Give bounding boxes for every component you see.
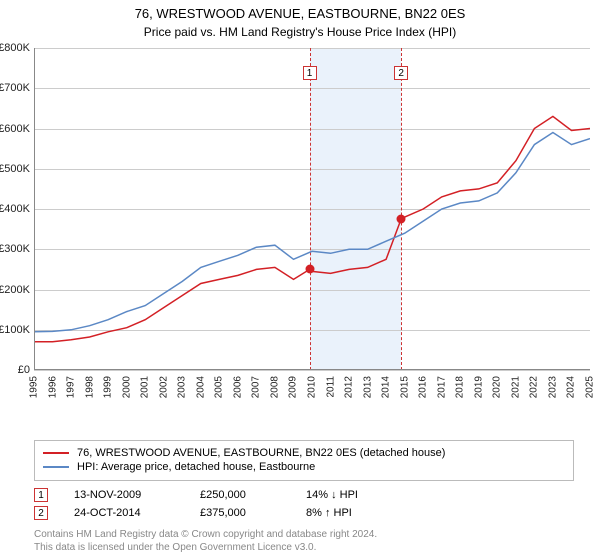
- x-axis-line: [34, 369, 590, 370]
- x-tick-label: 2004: [195, 376, 206, 398]
- sale-row: 1 13-NOV-2009 £250,000 14% ↓ HPI: [34, 488, 396, 502]
- x-tick-label: 2008: [269, 376, 280, 398]
- y-tick-label: £100K: [0, 324, 30, 336]
- sale-marker: 1: [34, 488, 48, 502]
- sale-hpi-delta: 8% ↑ HPI: [306, 507, 396, 519]
- x-tick-label: 2006: [232, 376, 243, 398]
- x-tick-label: 2005: [214, 376, 225, 398]
- chart-container: 76, WRESTWOOD AVENUE, EASTBOURNE, BN22 0…: [0, 0, 600, 560]
- x-tick-label: 2018: [455, 376, 466, 398]
- x-tick-label: 2021: [510, 376, 521, 398]
- x-tick-label: 1996: [47, 376, 58, 398]
- x-tick-label: 2019: [473, 376, 484, 398]
- x-tick-label: 2017: [436, 376, 447, 398]
- series-svg: [34, 48, 590, 370]
- footer-line-2: This data is licensed under the Open Gov…: [34, 541, 377, 554]
- legend-item: 76, WRESTWOOD AVENUE, EASTBOURNE, BN22 0…: [43, 447, 565, 459]
- x-tick-label: 2020: [492, 376, 503, 398]
- sale-price: £375,000: [200, 507, 280, 519]
- title-block: 76, WRESTWOOD AVENUE, EASTBOURNE, BN22 0…: [0, 0, 600, 47]
- x-tick-label: 2003: [177, 376, 188, 398]
- y-tick-label: £500K: [0, 163, 30, 175]
- legend-swatch: [43, 452, 69, 454]
- legend-swatch: [43, 466, 69, 468]
- x-tick-label: 2009: [288, 376, 299, 398]
- x-tick-label: 1995: [29, 376, 40, 398]
- y-tick-label: £600K: [0, 123, 30, 135]
- y-tick-label: £700K: [0, 82, 30, 94]
- x-tick-label: 1997: [66, 376, 77, 398]
- y-tick-label: £200K: [0, 284, 30, 296]
- y-tick-label: £300K: [0, 243, 30, 255]
- sale-date: 24-OCT-2014: [74, 507, 174, 519]
- footer-line-1: Contains HM Land Registry data © Crown c…: [34, 528, 377, 541]
- title-line-2: Price paid vs. HM Land Registry's House …: [0, 25, 600, 39]
- series-price_paid: [34, 116, 590, 341]
- sale-price: £250,000: [200, 489, 280, 501]
- x-tick-label: 2001: [140, 376, 151, 398]
- sales-table: 1 13-NOV-2009 £250,000 14% ↓ HPI 2 24-OC…: [34, 484, 396, 524]
- x-tick-label: 2015: [399, 376, 410, 398]
- x-tick-label: 2000: [121, 376, 132, 398]
- x-tick-label: 2012: [344, 376, 355, 398]
- grid-line: [34, 370, 590, 371]
- x-tick-label: 1998: [84, 376, 95, 398]
- y-tick-label: £800K: [0, 42, 30, 54]
- y-axis-line: [34, 48, 35, 370]
- legend-label: 76, WRESTWOOD AVENUE, EASTBOURNE, BN22 0…: [77, 447, 445, 459]
- sale-date: 13-NOV-2009: [74, 489, 174, 501]
- chart-area: 12 £0£100K£200K£300K£400K£500K£600K£700K…: [34, 48, 590, 406]
- x-tick-label: 1999: [103, 376, 114, 398]
- x-tick-label: 2022: [529, 376, 540, 398]
- x-tick-label: 2007: [251, 376, 262, 398]
- title-line-1: 76, WRESTWOOD AVENUE, EASTBOURNE, BN22 0…: [0, 6, 600, 21]
- x-tick-label: 2010: [307, 376, 318, 398]
- sale-hpi-delta: 14% ↓ HPI: [306, 489, 396, 501]
- x-tick-label: 2013: [362, 376, 373, 398]
- sale-point: [305, 265, 314, 274]
- x-tick-label: 2025: [585, 376, 596, 398]
- y-tick-label: £400K: [0, 203, 30, 215]
- sale-marker: 2: [34, 506, 48, 520]
- footer: Contains HM Land Registry data © Crown c…: [34, 528, 377, 554]
- plot-area: 12: [34, 48, 590, 370]
- x-tick-label: 2014: [381, 376, 392, 398]
- legend: 76, WRESTWOOD AVENUE, EASTBOURNE, BN22 0…: [34, 440, 574, 481]
- sale-point: [397, 215, 406, 224]
- legend-label: HPI: Average price, detached house, East…: [77, 461, 315, 473]
- series-hpi: [34, 133, 590, 332]
- x-tick-label: 2002: [158, 376, 169, 398]
- sale-row: 2 24-OCT-2014 £375,000 8% ↑ HPI: [34, 506, 396, 520]
- legend-item: HPI: Average price, detached house, East…: [43, 461, 565, 473]
- x-tick-label: 2024: [566, 376, 577, 398]
- x-tick-label: 2016: [418, 376, 429, 398]
- y-tick-label: £0: [0, 364, 30, 376]
- x-tick-label: 2023: [547, 376, 558, 398]
- x-tick-label: 2011: [325, 376, 336, 398]
